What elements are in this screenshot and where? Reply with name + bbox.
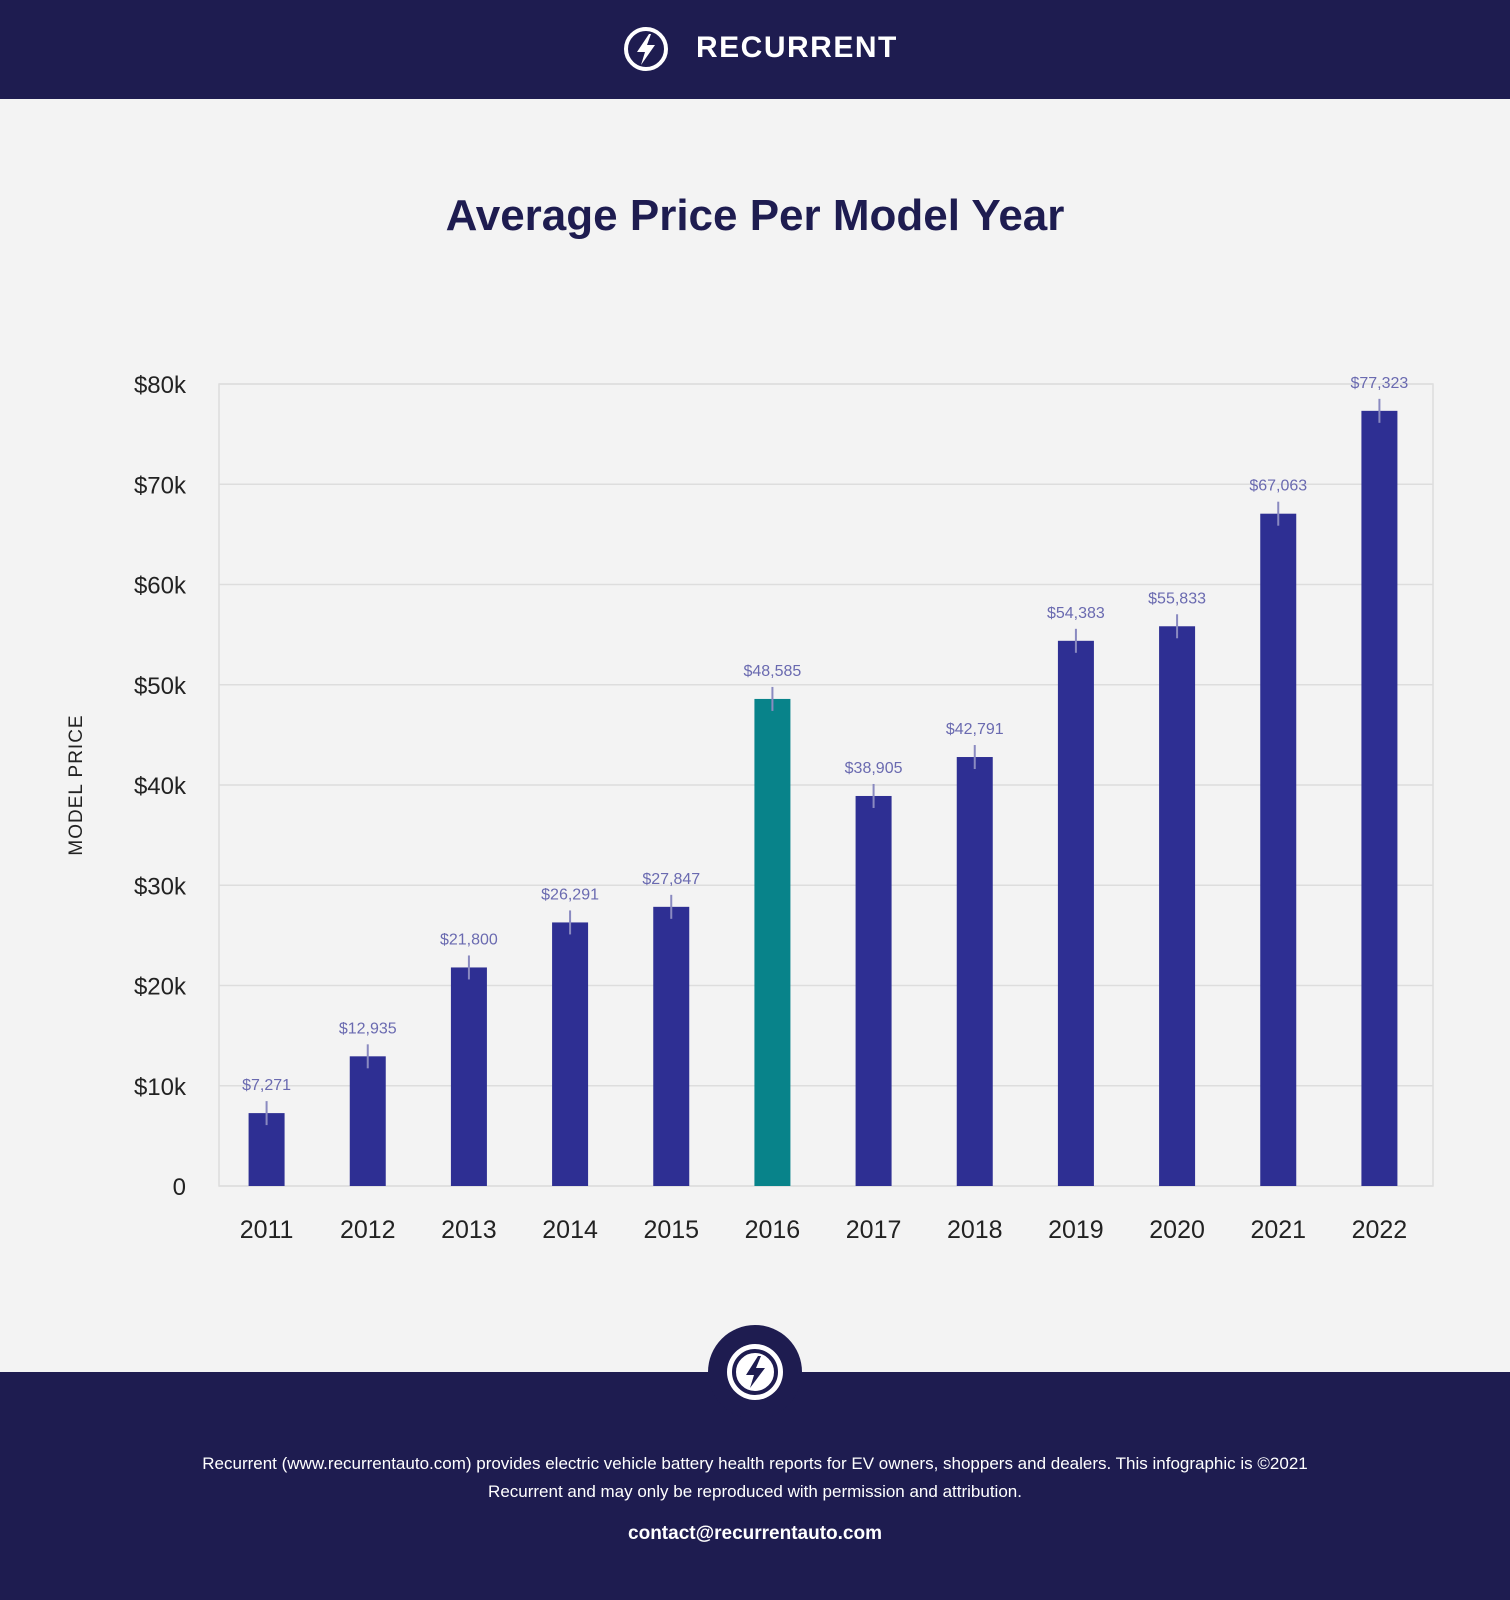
- y-axis-label: MODEL PRICE: [66, 714, 87, 855]
- bar: [1361, 410, 1398, 1186]
- x-tick-label: 2019: [1048, 1216, 1104, 1244]
- x-tick-label: 2011: [240, 1216, 294, 1244]
- data-label: $7,271: [242, 1077, 291, 1094]
- bar: [1159, 626, 1196, 1186]
- y-tick-label: $60k: [134, 573, 187, 600]
- y-tick-label: $50k: [134, 673, 187, 700]
- footer-logo: [708, 1325, 802, 1419]
- data-label: $38,905: [845, 760, 903, 777]
- data-label: $27,847: [642, 871, 700, 888]
- x-tick-label: 2020: [1149, 1216, 1205, 1244]
- y-tick-label: 0: [173, 1174, 186, 1201]
- y-tick-label: $80k: [134, 372, 187, 399]
- chart-title: Average Price Per Model Year: [445, 191, 1065, 240]
- bar: [450, 967, 487, 1186]
- x-tick-label: 2016: [745, 1216, 801, 1244]
- contact-email-link[interactable]: contact@recurrentauto.com: [628, 1523, 882, 1544]
- data-label: $67,063: [1249, 478, 1307, 495]
- bar: [248, 1113, 285, 1186]
- bar: [956, 757, 993, 1186]
- data-label: $12,935: [339, 1020, 397, 1037]
- bar: [855, 795, 892, 1186]
- x-tick-label: 2014: [542, 1216, 598, 1244]
- y-tick-label: $30k: [134, 873, 187, 900]
- x-tick-label: 2017: [846, 1216, 902, 1244]
- brand-name: RECURRENT: [696, 31, 898, 64]
- header-bar: [0, 0, 1510, 99]
- data-label: $21,800: [440, 931, 498, 948]
- data-label: $42,791: [946, 721, 1004, 738]
- bar: [1057, 640, 1094, 1186]
- data-label: $55,833: [1148, 590, 1206, 607]
- x-tick-label: 2012: [340, 1216, 396, 1244]
- y-tick-label: $40k: [134, 773, 187, 800]
- x-tick-label: 2022: [1352, 1216, 1408, 1244]
- data-label: $77,323: [1350, 375, 1408, 392]
- bar-chart: 0 $10k $20k $30k $40k $50k $60k $70k $80k MODEL P…: [66, 372, 1434, 1244]
- y-tick-label: $10k: [134, 1074, 187, 1101]
- x-tick-label: 2021: [1250, 1216, 1306, 1244]
- y-tick-label: $20k: [134, 974, 187, 1001]
- data-label: $54,383: [1047, 605, 1105, 622]
- bolt-circle-icon: [624, 27, 668, 71]
- bar: [552, 922, 589, 1186]
- bar: [1260, 513, 1297, 1186]
- x-tick-label: 2018: [947, 1216, 1003, 1244]
- data-label: $48,585: [743, 663, 801, 680]
- bolt-circle-icon: [708, 1325, 802, 1419]
- bar: [349, 1056, 386, 1186]
- y-tick-label: $70k: [134, 472, 187, 499]
- x-tick-label: 2015: [643, 1216, 699, 1244]
- data-label: $26,291: [541, 886, 599, 903]
- bar: [754, 698, 791, 1186]
- bar: [653, 906, 690, 1186]
- footer-description: Recurrent (www.recurrentauto.com) provid…: [202, 1454, 1308, 1501]
- x-tick-label: 2013: [441, 1216, 497, 1244]
